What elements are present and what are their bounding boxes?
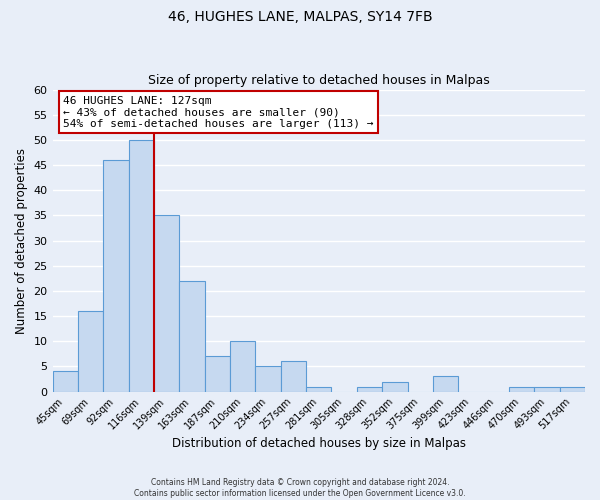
Bar (205, 356, 230, 392)
Bar (103, 160, 128, 392)
Bar (230, 341, 256, 392)
Bar (534, 386, 560, 392)
Bar (281, 362, 306, 392)
X-axis label: Distribution of detached houses by size in Malpas: Distribution of detached houses by size … (172, 437, 466, 450)
Bar (509, 386, 534, 392)
Text: 46 HUGHES LANE: 127sqm
← 43% of detached houses are smaller (90)
54% of semi-det: 46 HUGHES LANE: 127sqm ← 43% of detached… (63, 96, 374, 129)
Bar (179, 281, 205, 392)
Bar (306, 386, 331, 392)
Bar (78, 311, 103, 392)
Bar (433, 376, 458, 392)
Bar (560, 386, 585, 392)
Bar (154, 216, 179, 392)
Title: Size of property relative to detached houses in Malpas: Size of property relative to detached ho… (148, 74, 490, 87)
Y-axis label: Number of detached properties: Number of detached properties (15, 148, 28, 334)
Bar (357, 386, 382, 392)
Bar (128, 140, 154, 392)
Bar (256, 366, 281, 392)
Text: 46, HUGHES LANE, MALPAS, SY14 7FB: 46, HUGHES LANE, MALPAS, SY14 7FB (167, 10, 433, 24)
Text: Contains HM Land Registry data © Crown copyright and database right 2024.
Contai: Contains HM Land Registry data © Crown c… (134, 478, 466, 498)
Bar (382, 382, 407, 392)
Bar (53, 372, 78, 392)
